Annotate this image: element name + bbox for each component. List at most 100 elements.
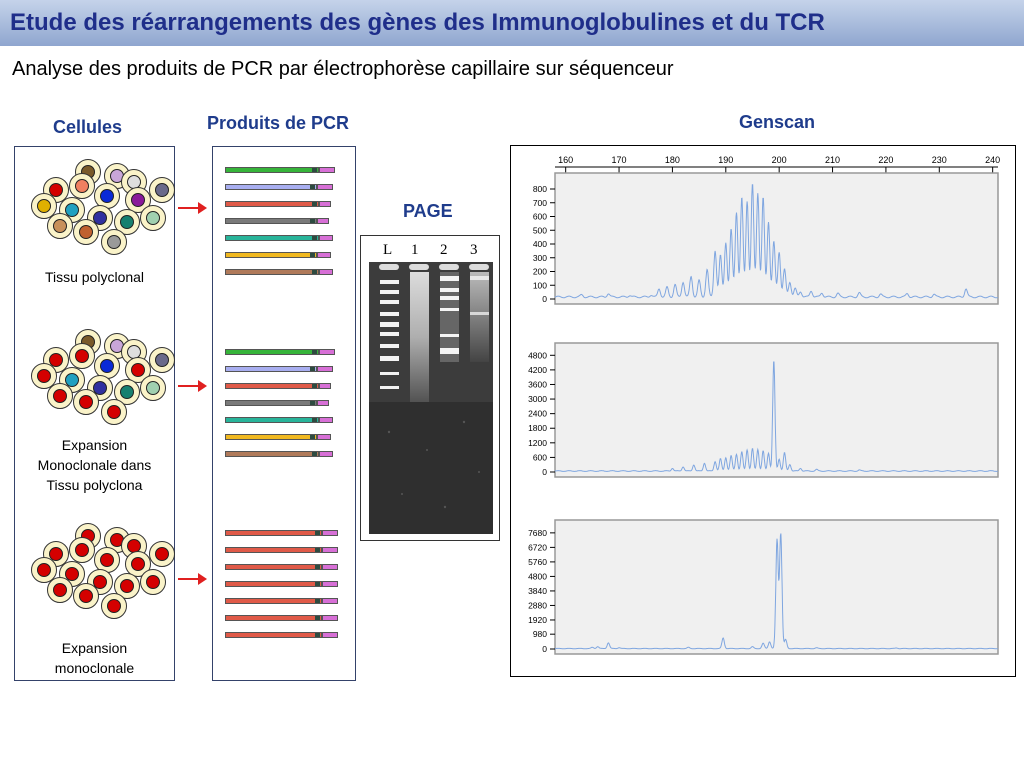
band-junction — [315, 565, 320, 569]
lane-label-ladder: L — [383, 242, 393, 258]
pcr-band — [225, 167, 335, 173]
cell-nucleus — [79, 395, 93, 409]
cell-nucleus — [131, 557, 145, 571]
cell-nucleus — [53, 219, 67, 233]
cell — [114, 573, 140, 599]
cell-nucleus — [53, 583, 67, 597]
cell-nucleus — [107, 599, 121, 613]
band-junction — [312, 418, 317, 422]
y-tick-label: 500 — [533, 225, 547, 235]
band-junction — [312, 202, 317, 206]
cell-nucleus — [65, 203, 79, 217]
cell-nucleus — [37, 563, 51, 577]
band-junction — [312, 168, 317, 172]
pcr-band — [225, 201, 331, 207]
band-junction — [315, 616, 320, 620]
cell — [140, 569, 166, 595]
page-title: Etude des réarrangements des gènes des I… — [10, 9, 825, 36]
cell-nucleus — [75, 543, 89, 557]
cell — [69, 173, 95, 199]
header-page: PAGE — [403, 201, 453, 221]
arrow-row-1 — [178, 202, 207, 214]
cell — [73, 389, 99, 415]
x-tick-label: 220 — [878, 155, 893, 165]
band-tail — [319, 235, 333, 241]
y-tick-label: 980 — [533, 629, 547, 639]
y-tick-label: 3840 — [528, 586, 547, 596]
cell — [69, 537, 95, 563]
y-tick-label: 1200 — [528, 438, 547, 448]
pcr-products-panel — [212, 146, 356, 681]
lane-label-3: 3 — [470, 242, 478, 258]
cell-nucleus — [107, 405, 121, 419]
cell — [94, 183, 120, 209]
x-tick-label: 240 — [985, 155, 1000, 165]
band-tail — [319, 201, 331, 207]
band-tail — [317, 366, 333, 372]
y-tick-label: 100 — [533, 280, 547, 290]
y-tick-label: 400 — [533, 239, 547, 249]
band-tail — [319, 451, 333, 457]
band-tail — [322, 581, 338, 587]
band-junction — [315, 548, 320, 552]
pcr-band — [225, 564, 338, 570]
cell — [125, 357, 151, 383]
cell-nucleus — [37, 369, 51, 383]
header-cells: Cellules — [53, 117, 123, 137]
pcr-band — [225, 269, 333, 275]
y-tick-label: 6720 — [528, 542, 547, 552]
band-junction — [310, 367, 315, 371]
pcr-band — [225, 383, 331, 389]
pcr-band — [225, 547, 338, 553]
band-junction — [315, 531, 320, 535]
y-tick-label: 3000 — [528, 394, 547, 404]
y-tick-label: 800 — [533, 184, 547, 194]
pcr-band — [225, 366, 333, 372]
page-gel-frame: L 1 2 3 — [360, 235, 500, 541]
y-tick-label: 1800 — [528, 423, 547, 433]
caption-monoclonal: Expansion monoclonale — [54, 640, 135, 676]
y-tick-label: 5760 — [528, 557, 547, 567]
pcr-band — [225, 218, 329, 224]
x-tick-label: 160 — [558, 155, 573, 165]
cell — [101, 593, 127, 619]
band-tail — [322, 615, 338, 621]
pcr-band — [225, 451, 333, 457]
x-tick-label: 180 — [665, 155, 680, 165]
band-tail — [319, 417, 333, 423]
band-tail — [317, 218, 329, 224]
band-tail — [322, 547, 338, 553]
band-tail — [322, 598, 338, 604]
cell-nucleus — [155, 183, 169, 197]
pcr-band — [225, 581, 338, 587]
cell — [73, 583, 99, 609]
caption-polyclonal: Tissu polyclonal — [44, 269, 145, 285]
cell-nucleus — [49, 353, 63, 367]
cell-nucleus — [79, 225, 93, 239]
genscan-panel: 160 170 180 190 200 210 220 230 240 800 700 600 500 4… — [510, 145, 1016, 677]
band-junction — [310, 435, 315, 439]
cell-nucleus — [120, 579, 134, 593]
cell — [87, 205, 113, 231]
gel-image — [369, 262, 493, 534]
cell-nucleus — [65, 567, 79, 581]
cell — [140, 205, 166, 231]
y-tick-label: 200 — [533, 267, 547, 277]
band-junction — [312, 384, 317, 388]
cell-nucleus — [100, 359, 114, 373]
cell-nucleus — [146, 211, 160, 225]
band-junction — [312, 452, 317, 456]
cell-nucleus — [146, 381, 160, 395]
y-tick-label: 4200 — [528, 365, 547, 375]
cells-panel: Tissu polyclonal Expansion Monoclonale d… — [14, 146, 175, 681]
cell-nucleus — [100, 553, 114, 567]
cell — [69, 343, 95, 369]
cell-nucleus — [131, 193, 145, 207]
cell — [149, 177, 175, 203]
cell-nucleus — [107, 235, 121, 249]
cell — [31, 193, 57, 219]
cell-nucleus — [65, 373, 79, 387]
y-tick-label: 7680 — [528, 528, 547, 538]
electropherogram-trace — [554, 361, 998, 472]
pcr-band — [225, 632, 338, 638]
